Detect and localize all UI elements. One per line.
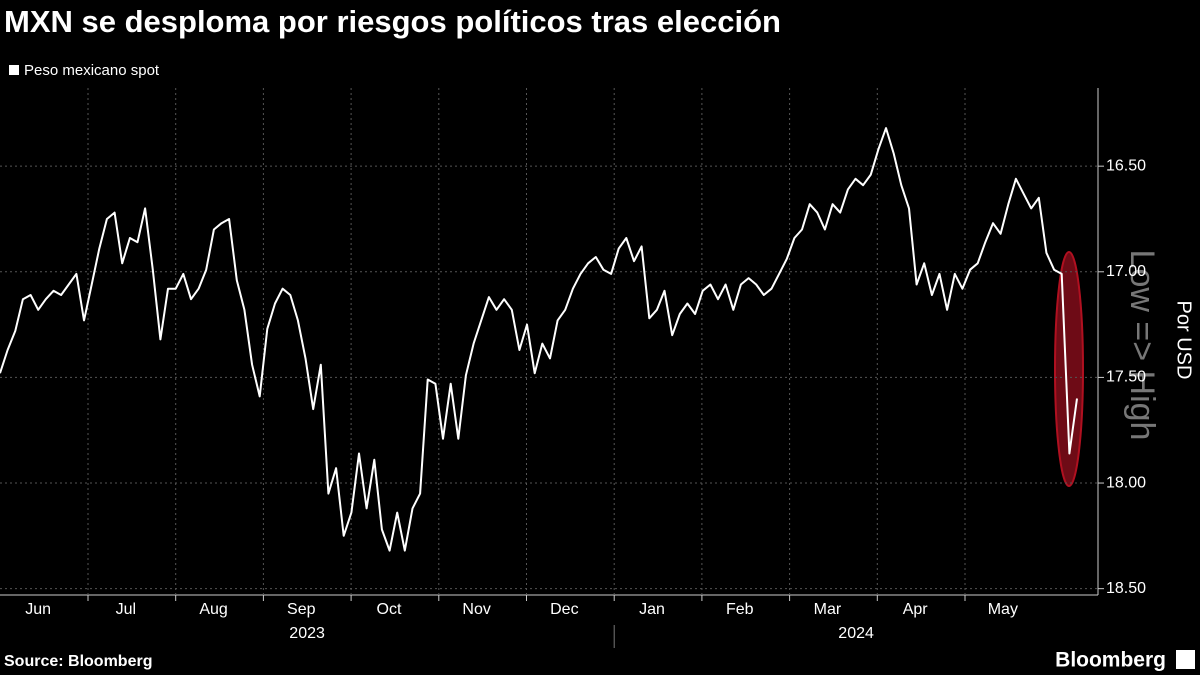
y-tick-label: 18.50 (1106, 580, 1146, 597)
chart-title: MXN se desploma por riesgos políticos tr… (4, 4, 781, 39)
x-tick-label: Feb (726, 601, 754, 618)
legend-swatch (9, 65, 19, 75)
brand-icon (1176, 650, 1195, 669)
x-tick-label: May (988, 601, 1018, 618)
source: Source: Bloomberg (4, 653, 152, 670)
plot: 16.50 17.00 17.50 18.00 18.50 Jun Jul Aug Sep Oct… (0, 88, 1146, 648)
x-tick-label: Jul (116, 601, 136, 618)
legend-label: Peso mexicano spot (24, 62, 160, 79)
annotation: Low => High (1123, 250, 1161, 441)
y-tick-label: 16.50 (1106, 157, 1146, 174)
x-tick-label: Oct (377, 601, 402, 618)
y-tick-label: 18.00 (1106, 474, 1146, 491)
brand-logo: Bloomberg (1055, 649, 1166, 672)
year-label: 2024 (838, 625, 874, 642)
y-tick-label: 17.50 (1106, 369, 1146, 386)
x-tick-label: Sep (287, 601, 316, 618)
x-tick-label: Aug (199, 601, 227, 618)
x-tick-label: Jun (25, 601, 51, 618)
series-line (0, 127, 1078, 552)
x-tick-label: Mar (814, 601, 842, 618)
year-label: 2023 (289, 625, 325, 642)
x-tick-label: Jan (639, 601, 665, 618)
x-tick-label: Apr (903, 601, 929, 618)
x-tick-label: Nov (462, 601, 490, 618)
highlight-ellipse (1054, 251, 1084, 487)
y-axis-label: Por USD (1173, 301, 1195, 380)
y-tick-label: 17.00 (1106, 263, 1146, 280)
x-tick-label: Dec (550, 601, 578, 618)
